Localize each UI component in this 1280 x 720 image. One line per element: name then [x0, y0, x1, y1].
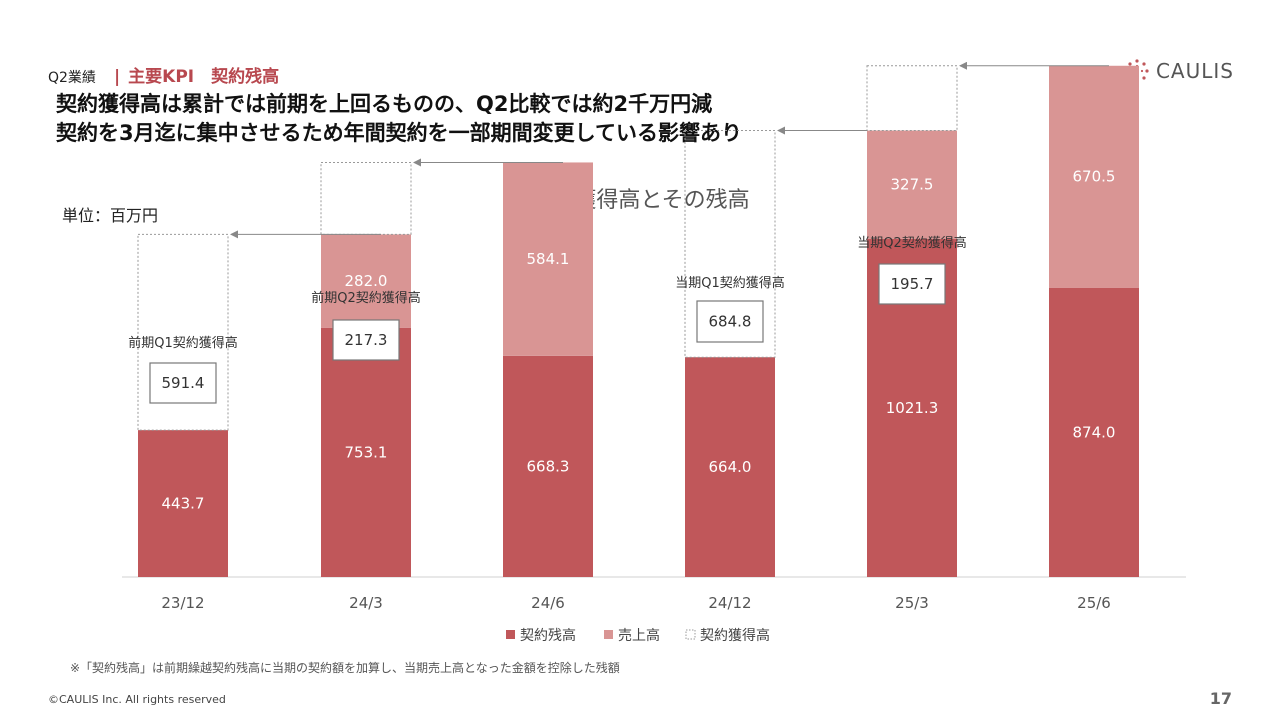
bar-contract-balance: [685, 357, 775, 577]
page-title: 主要KPI 契約残高: [128, 67, 280, 87]
acquisition-value-box: [696, 300, 764, 343]
data-label-contract-acquisition: 195.7: [891, 275, 934, 293]
headline-line-2: 契約を3月迄に集中させるため年間契約を一部期間変更している影響あり: [56, 121, 742, 145]
breadcrumb-separator: |: [113, 67, 121, 87]
bar-sales: [321, 234, 411, 328]
data-label-sales: 584.1: [527, 250, 570, 268]
unit-label: 単位：百万円: [62, 206, 159, 225]
bar-sales: [1049, 65, 1139, 288]
acquisition-value-box: [878, 263, 946, 305]
legend-swatch: [506, 630, 515, 639]
data-label-contract-balance: 874.0: [1073, 423, 1116, 441]
data-label-contract-balance: 668.3: [527, 457, 570, 475]
bar-sales: [503, 162, 593, 356]
bar-contract-balance: [503, 355, 593, 577]
annotation-label: 前期Q2契約獲得高: [311, 290, 421, 306]
legend-label: 売上高: [618, 627, 660, 644]
bar-contract-acquisition: [137, 233, 229, 431]
acquisition-value-box: [332, 319, 400, 361]
breadcrumb: Q2業績 | 主要KPI 契約残高: [48, 62, 280, 87]
x-tick-label: 24/12: [708, 594, 751, 612]
data-label-contract-acquisition: 684.8: [709, 313, 752, 331]
footnote: ※「契約残高」は前期繰越契約残高に当期の契約額を加算し、当期売上高となった金額を…: [70, 661, 620, 675]
bar-contract-acquisition: [866, 65, 958, 132]
bar-contract-balance: [138, 430, 228, 577]
bar-contract-acquisition: [320, 161, 412, 235]
legend-swatch: [604, 630, 613, 639]
legend-label: 契約残高: [520, 627, 576, 644]
x-tick-label: 25/6: [1077, 594, 1111, 612]
legend-swatch: [685, 629, 696, 640]
x-tick-label: 24/6: [531, 594, 565, 612]
data-label-contract-balance: 753.1: [345, 443, 388, 461]
logo-text: CAULIS: [1155, 59, 1234, 83]
data-label-contract-balance: 664.0: [709, 458, 752, 476]
annotation-label: 前期Q1契約獲得高: [128, 335, 238, 351]
section-label: Q2業績: [48, 70, 96, 86]
legend-label: 契約獲得高: [700, 627, 770, 644]
data-label-contract-balance: 443.7: [162, 495, 205, 513]
data-label-sales: 282.0: [345, 272, 388, 290]
acquisition-value-box: [149, 362, 217, 404]
x-tick-label: 24/3: [349, 594, 383, 612]
x-tick-label: 25/3: [895, 594, 929, 612]
page-number: 17: [1209, 689, 1232, 708]
annotation-label: 当期Q1契約獲得高: [675, 275, 785, 291]
x-tick-label: 23/12: [161, 594, 204, 612]
headline: 契約獲得高は累計では前期を上回るものの、Q2比較では約2千万円減 契約を3月迄に…: [56, 90, 1236, 148]
copyright: ©CAULIS Inc. All rights reserved: [48, 693, 226, 706]
headline-line-1: 契約獲得高は累計では前期を上回るものの、Q2比較では約2千万円減: [56, 92, 713, 116]
data-label-sales: 327.5: [891, 176, 934, 194]
bar-contract-acquisition: [684, 130, 776, 358]
data-label-contract-balance: 1021.3: [886, 399, 939, 417]
data-label-contract-acquisition: 591.4: [162, 374, 205, 392]
bar-contract-balance: [321, 327, 411, 577]
data-label-contract-acquisition: 217.3: [345, 331, 388, 349]
data-label-sales: 670.5: [1073, 168, 1116, 186]
bar-contract-balance: [1049, 287, 1139, 577]
annotation-label: 当期Q2契約獲得高: [857, 235, 967, 251]
bar-sales: [867, 130, 957, 239]
